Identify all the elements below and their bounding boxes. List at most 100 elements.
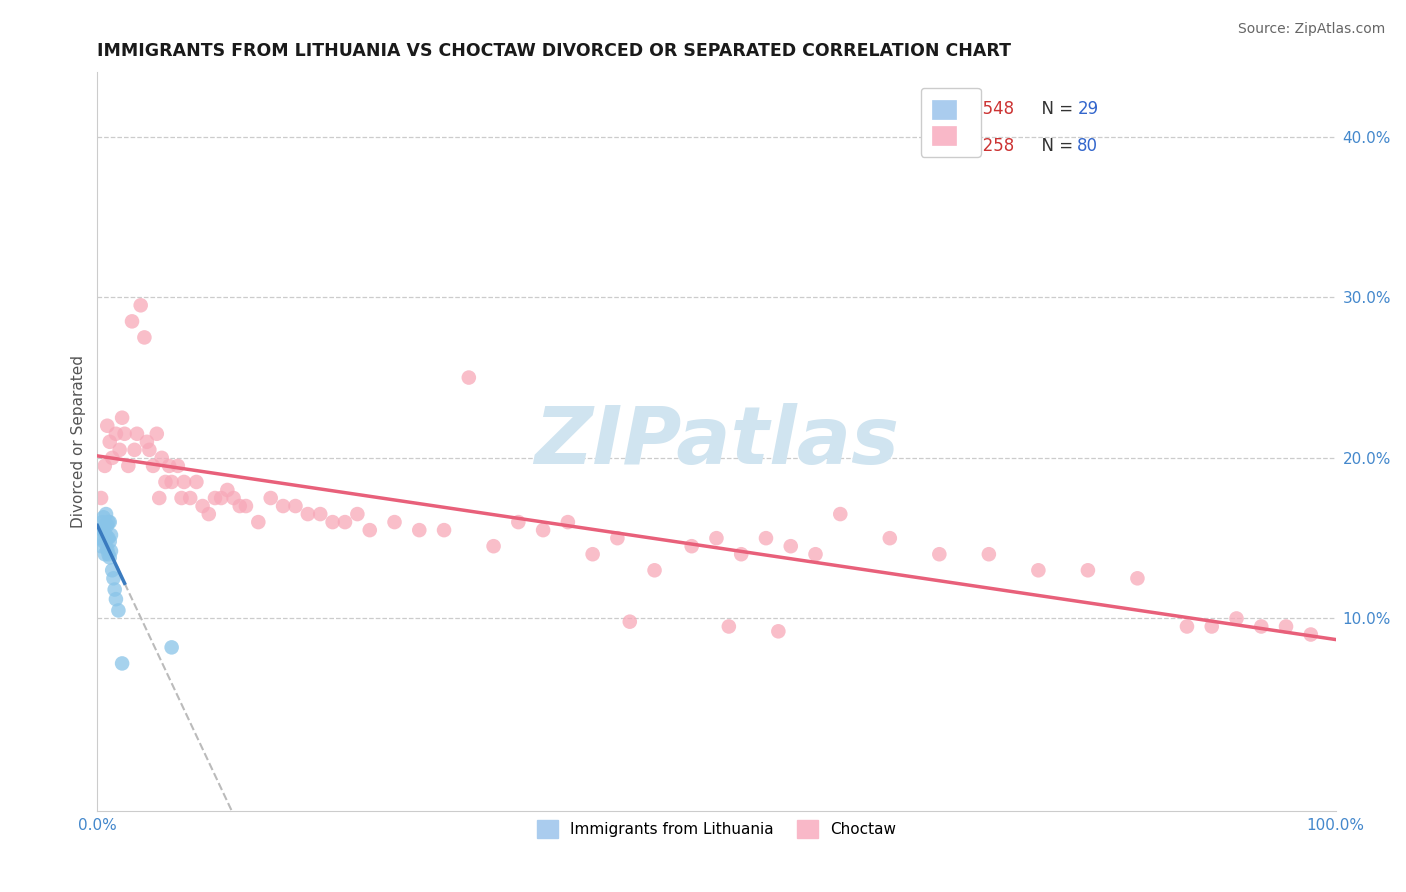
Text: IMMIGRANTS FROM LITHUANIA VS CHOCTAW DIVORCED OR SEPARATED CORRELATION CHART: IMMIGRANTS FROM LITHUANIA VS CHOCTAW DIV… (97, 42, 1011, 60)
Point (482, 539, 505, 553)
Point (94, 507, 117, 521)
Point (879, 531, 901, 545)
Point (96, 531, 118, 545)
Point (148, 491, 170, 505)
Text: N =: N = (1032, 137, 1078, 155)
Point (104, 582, 127, 597)
Point (197, 507, 219, 521)
Text: -0.548: -0.548 (960, 101, 1014, 119)
Point (160, 640, 183, 655)
Point (155, 475, 177, 489)
Point (157, 458, 180, 473)
Point (209, 491, 232, 505)
Point (644, 563, 666, 577)
Text: 29: 29 (1077, 101, 1098, 119)
Point (408, 523, 430, 537)
Point (166, 458, 188, 473)
Point (681, 539, 703, 553)
Point (457, 370, 479, 384)
Point (94, 518, 117, 533)
Point (768, 624, 790, 639)
Point (217, 483, 239, 497)
Point (125, 426, 148, 441)
Point (98, 434, 121, 449)
Point (830, 507, 852, 521)
Point (104, 426, 127, 441)
Point (107, 603, 129, 617)
Point (101, 450, 124, 465)
Point (160, 475, 183, 489)
Point (1175, 619, 1198, 633)
Point (111, 657, 134, 671)
Point (93, 510, 115, 524)
Point (138, 442, 160, 457)
Point (309, 507, 332, 521)
Text: R =: R = (927, 101, 962, 119)
Point (100, 528, 122, 542)
Point (96, 518, 118, 533)
Point (124, 442, 146, 457)
Legend: Immigrants from Lithuania, Choctaw: Immigrants from Lithuania, Choctaw (530, 814, 903, 844)
Point (1225, 611, 1247, 625)
Text: N =: N = (1032, 101, 1078, 119)
Point (103, 571, 125, 585)
Point (94, 547, 117, 561)
Text: 80: 80 (1077, 137, 1098, 155)
Point (1275, 619, 1298, 633)
Point (557, 515, 579, 529)
Point (114, 426, 136, 441)
Point (229, 499, 252, 513)
Point (129, 298, 152, 312)
Point (247, 515, 270, 529)
Point (706, 531, 728, 545)
Point (93, 523, 115, 537)
Point (96, 418, 118, 433)
Point (94, 458, 117, 473)
Point (531, 523, 554, 537)
Point (235, 499, 257, 513)
Point (717, 619, 740, 633)
Point (111, 410, 134, 425)
Point (1201, 619, 1223, 633)
Point (93, 534, 115, 549)
Point (146, 426, 169, 441)
Text: R =: R = (927, 137, 962, 155)
Point (100, 544, 122, 558)
Point (98, 550, 121, 565)
Point (1250, 619, 1272, 633)
Point (222, 491, 245, 505)
Point (606, 531, 628, 545)
Point (104, 592, 127, 607)
Point (779, 539, 801, 553)
Point (928, 547, 950, 561)
Point (755, 531, 778, 545)
Point (117, 458, 139, 473)
Point (173, 475, 195, 489)
Point (1299, 627, 1322, 641)
Point (333, 515, 356, 529)
Point (170, 491, 193, 505)
Point (98, 515, 121, 529)
Point (730, 547, 752, 561)
Text: Source: ZipAtlas.com: Source: ZipAtlas.com (1237, 22, 1385, 37)
Point (260, 491, 283, 505)
Point (1126, 571, 1149, 585)
Point (97, 515, 120, 529)
Point (346, 507, 368, 521)
Point (90, 539, 112, 553)
Point (977, 547, 1000, 561)
Point (619, 615, 641, 629)
Point (204, 491, 226, 505)
Point (322, 515, 344, 529)
Point (96, 542, 118, 557)
Point (89, 531, 111, 545)
Point (804, 547, 827, 561)
Point (508, 515, 530, 529)
Point (94, 528, 117, 542)
Point (90, 491, 112, 505)
Y-axis label: Divorced or Separated: Divorced or Separated (72, 355, 86, 528)
Point (186, 475, 208, 489)
Point (97, 547, 120, 561)
Point (582, 547, 605, 561)
Point (297, 507, 319, 521)
